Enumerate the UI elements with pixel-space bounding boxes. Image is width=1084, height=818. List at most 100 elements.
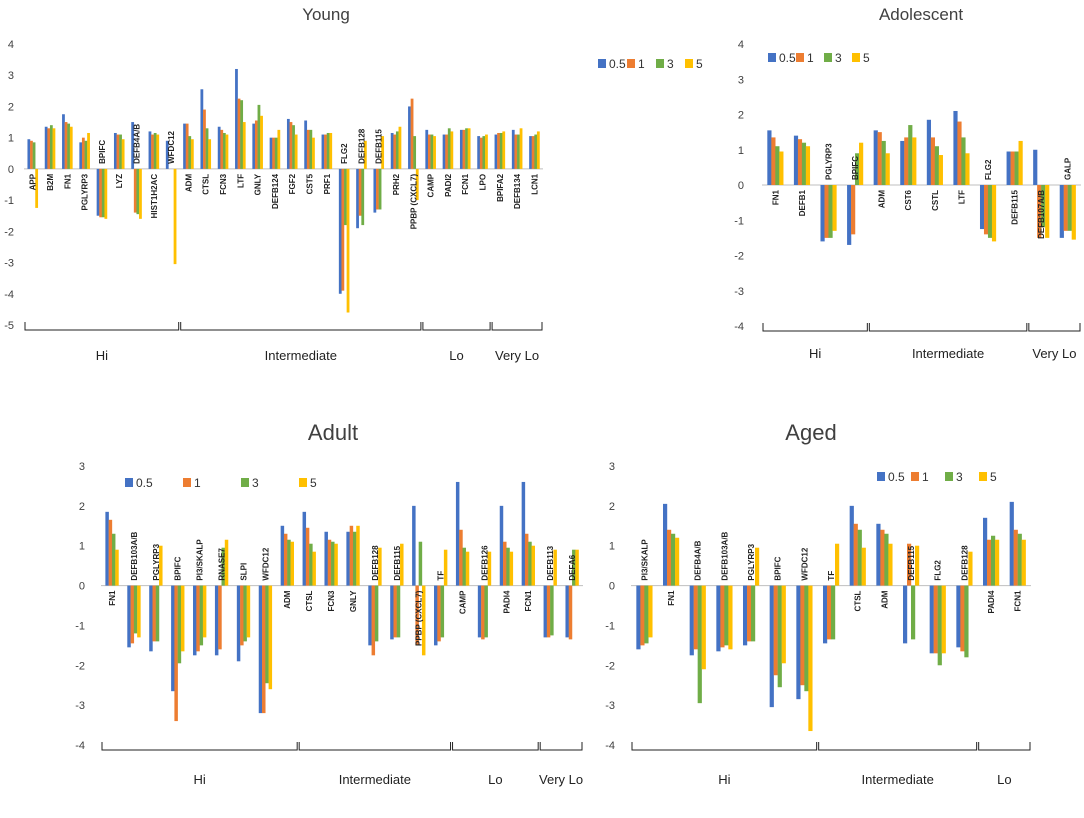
bar-bpifc-s0.5: [171, 585, 175, 692]
bar-defb4a-b-s1: [693, 585, 698, 650]
legend-swatch-1: [183, 478, 191, 487]
bar-pglyrp3-s1: [824, 185, 829, 238]
bar-defb107a-b-s5: [1045, 185, 1050, 238]
bar-defb134-s3: [517, 134, 520, 169]
legend-swatch-5: [685, 59, 693, 68]
category-label: CAMP: [459, 590, 468, 614]
bar-gnly-s0.5: [346, 531, 350, 586]
category-label: ADM: [283, 590, 292, 609]
bar-pglyrp3-s1: [152, 585, 156, 642]
bar-ctsl-s0.5: [200, 89, 204, 169]
category-label: SLPI: [239, 563, 248, 581]
bar-b2m-s5: [52, 128, 56, 169]
legend-swatch-5: [299, 478, 307, 487]
category-label: PADI2: [444, 173, 453, 197]
bar-wfdc12-s5: [808, 585, 813, 732]
category-label: DEFB128: [357, 128, 366, 164]
bar-lcn1-s3: [534, 134, 538, 169]
bar-fn1-s1: [667, 529, 672, 586]
bar-bpifc-s3: [101, 168, 105, 218]
group-bracket: [101, 742, 298, 751]
y-tick-label: -3: [734, 286, 744, 298]
bar-adm-s1: [877, 132, 882, 185]
bar-fn1-s3: [671, 533, 676, 586]
bar-cst6-s3: [908, 125, 913, 185]
bar-defb103a-b-s1: [130, 585, 135, 644]
bar-fn1-s5: [675, 537, 680, 586]
bar-ctsl-s1: [305, 527, 310, 586]
category-label: WFDC12: [261, 547, 270, 580]
bar-pglyrp3-s5: [159, 545, 163, 586]
bar-defa6-s1: [568, 585, 573, 640]
bar-fcn1-s5: [531, 545, 535, 586]
category-label: CTSL: [854, 590, 863, 611]
legend-swatch-0.5: [598, 59, 606, 68]
bar-camp-s5: [433, 136, 436, 169]
bar-lyz-s5: [121, 139, 125, 169]
bar-defb113-s3: [550, 585, 554, 636]
bar-bpifc-s0.5: [847, 185, 852, 245]
category-label: BPIFC: [174, 556, 183, 580]
legend-swatch-5: [979, 472, 987, 481]
group-bracket: [298, 742, 452, 751]
bar-padi2-s5: [450, 131, 454, 169]
bar-fn1-s1: [108, 519, 113, 586]
legend-swatch-3: [656, 59, 664, 68]
bar-ctsl-s5: [208, 139, 212, 169]
bar-adm-s0.5: [873, 130, 878, 185]
category-label: FCN3: [219, 173, 228, 194]
bar-fn1-s0.5: [663, 503, 668, 586]
bar-camp-s1: [459, 529, 463, 586]
legend-swatch-3: [241, 478, 249, 487]
group-label: Hi: [809, 346, 821, 361]
y-tick-label: 0: [79, 581, 85, 593]
legend-label-0.5: 0.5: [888, 470, 905, 484]
bar-pglyrp3-s5: [832, 185, 837, 231]
bar-galp-s5: [1071, 185, 1076, 240]
bar-lyz-s0.5: [113, 132, 117, 169]
bar-fcn1-s5: [1021, 539, 1026, 586]
bar-defb115-s3: [1014, 151, 1019, 185]
bar-prf1-s1: [324, 134, 327, 169]
bar-b2m-s0.5: [44, 126, 48, 169]
bar-fn1-s3: [67, 123, 71, 169]
category-label: DEFB124: [271, 173, 280, 209]
category-label: FLG2: [934, 560, 943, 581]
bar-ltf-s1: [237, 98, 241, 169]
bar-defb124-s5: [277, 129, 281, 169]
bar-fcn1-s0.5: [1009, 501, 1014, 586]
bar-flg2-s1: [983, 185, 989, 235]
bar-cst6-s0.5: [900, 140, 905, 185]
category-label: DEFB115: [1011, 189, 1020, 224]
legend-swatch-0.5: [125, 478, 133, 487]
bar-ctsl-s1: [853, 523, 858, 586]
bar-defb115-s5: [915, 545, 920, 586]
legend-swatch-0.5: [877, 472, 885, 481]
bar-bpifa2-s3: [499, 132, 503, 169]
group-label: Intermediate: [339, 772, 411, 787]
legend-swatch-5: [852, 53, 860, 62]
bar-defb128-s5: [363, 140, 367, 169]
bar-defb134-s0.5: [511, 129, 515, 169]
group-label: Intermediate: [265, 348, 337, 363]
bar-adm-s1: [185, 123, 189, 169]
bar-pglyrp3-s5: [87, 132, 90, 169]
y-tick-label: -4: [734, 321, 744, 333]
y-tick-label: 1: [79, 541, 85, 553]
bar-flg2-s0.5: [929, 585, 934, 654]
bar-pglyrp3-s1: [81, 137, 85, 169]
group-bracket: [539, 742, 583, 751]
y-tick-label: 4: [738, 39, 744, 51]
y-tick-label: 1: [8, 133, 14, 145]
bar-fgf2-s5: [294, 134, 298, 169]
bar-fcn3-s3: [222, 132, 226, 169]
bar-bpifc-s3: [177, 585, 182, 664]
bar-defb128-s5: [378, 547, 382, 586]
bar-gnly-s5: [356, 525, 360, 586]
group-label: Very Lo: [539, 772, 583, 787]
bar-tf-s5: [443, 549, 448, 586]
bar-bpifc-s0.5: [769, 585, 774, 708]
bar-defb103a-b-s5: [137, 585, 141, 638]
bar-defb128-s3: [964, 585, 969, 658]
